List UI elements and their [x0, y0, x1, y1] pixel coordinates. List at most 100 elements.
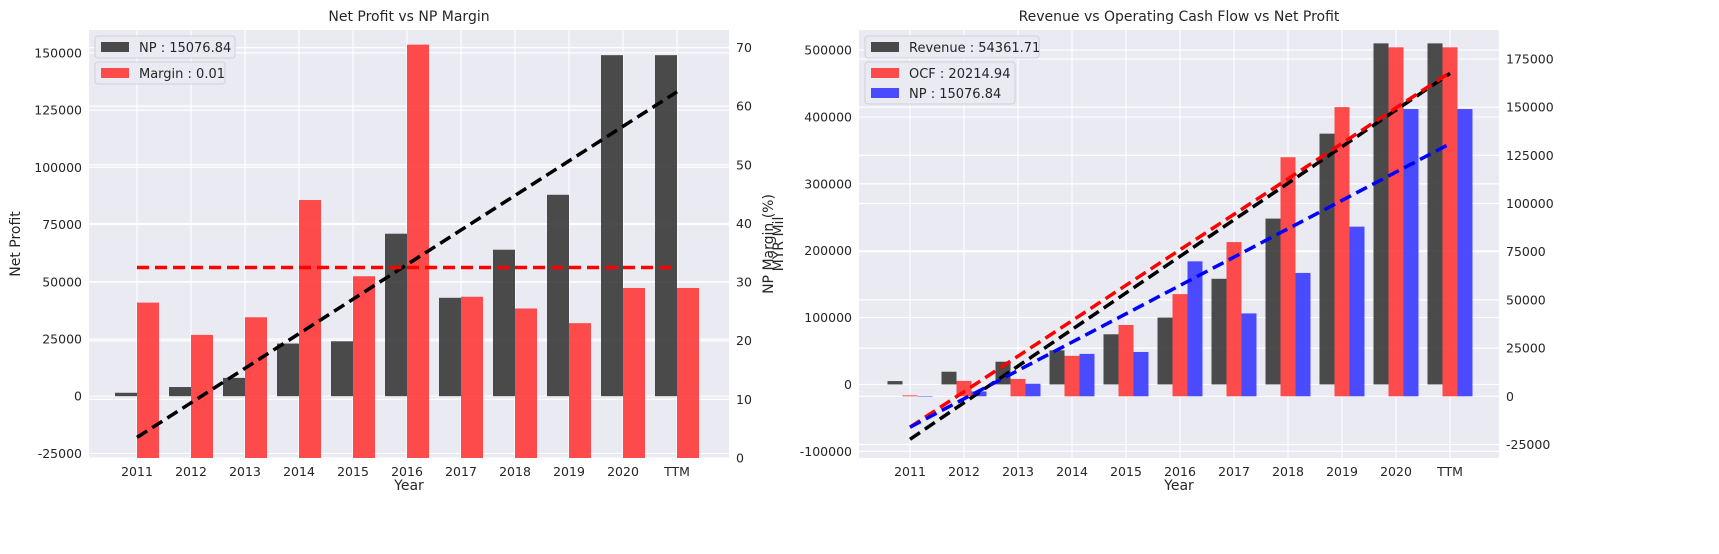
x-tick-label: 2018	[499, 464, 531, 479]
bar-margin-2019	[569, 323, 591, 458]
x-tick-label: 2019	[553, 464, 585, 479]
bar-np-2020	[601, 55, 623, 397]
bar-np-2012	[169, 387, 191, 397]
bar-revenue-2019	[1319, 133, 1335, 385]
legend-swatch	[871, 68, 899, 78]
x-tick-label: TTM	[663, 464, 690, 479]
y-axis-label-right-left-chart: NP Margin (%)	[761, 194, 777, 294]
trendline-2	[909, 142, 1451, 429]
y-right-tick-label: 70	[736, 40, 752, 55]
bar-np-2013	[223, 377, 245, 397]
legend-swatch	[101, 68, 129, 78]
bar-margin-2013	[245, 317, 267, 458]
x-tick-label: 2013	[1002, 464, 1034, 479]
y-tick-label: 100000	[804, 310, 852, 325]
y-right-tick-label: 50000	[1506, 292, 1546, 307]
x-tick-label: 2015	[337, 464, 369, 479]
y-tick-label: 200000	[804, 243, 852, 258]
bar-np-2019	[547, 194, 569, 397]
bar-ocf-2015	[1118, 324, 1134, 397]
bar-margin-ttm	[677, 287, 699, 458]
bar-ocf-2019	[1334, 107, 1350, 397]
y-tick-label: 150000	[34, 45, 82, 60]
x-tick-label: 2014	[1056, 464, 1088, 479]
y-tick-label: -25000	[38, 446, 82, 461]
x-tick-label: 2020	[1380, 464, 1412, 479]
y-right-tick-label: 60	[736, 99, 752, 114]
bar-margin-2020	[623, 287, 645, 458]
legend-label: OCF : 20214.94	[909, 67, 1010, 82]
y-tick-label: 125000	[34, 103, 82, 118]
legend-label: NP : 15076.84	[909, 87, 1001, 102]
x-tick-label: 2015	[1110, 464, 1142, 479]
bar-ocf-2011	[902, 395, 918, 397]
y-right-tick-label: 0	[736, 451, 744, 466]
y-tick-label: 50000	[42, 274, 82, 289]
x-tick-label: 2016	[391, 464, 423, 479]
bar-margin-2011	[137, 302, 159, 458]
bar-np-2016	[1187, 261, 1203, 397]
y-right-tick-label: 175000	[1506, 51, 1554, 66]
chart-left: -25000 0 25000 50000 75000 100000 125000 150000…	[8, 9, 787, 494]
bar-np-2015	[331, 341, 353, 397]
bar-ocf-2017	[1226, 242, 1242, 397]
y-right-tick-label: 75000	[1506, 244, 1546, 259]
bar-ocf-2020	[1388, 47, 1404, 397]
x-tick-label: 2012	[175, 464, 207, 479]
legend-label: Margin : 0.01	[139, 67, 225, 82]
y-right-tick-label: 150000	[1506, 100, 1554, 115]
x-tick-label: 2017	[1218, 464, 1250, 479]
bar-ocf-2014	[1064, 355, 1080, 397]
bar-np-2017	[439, 297, 461, 397]
bar-np-2019	[1349, 226, 1365, 397]
y-axis-label-left: Net Profit	[8, 211, 24, 277]
y-tick-label: 400000	[804, 109, 852, 124]
bar-np-2014	[277, 343, 299, 397]
y-tick-label: 0	[74, 389, 82, 404]
x-tick-label: 2018	[1272, 464, 1304, 479]
bar-np-2018	[493, 249, 515, 397]
bar-np-2017	[1241, 313, 1257, 397]
y-axis-label-right-overlap: MYR Mil	[771, 217, 787, 272]
bar-np-2011	[917, 396, 933, 397]
legend-swatch	[871, 42, 899, 52]
bar-revenue-ttm	[1427, 43, 1443, 385]
x-tick-label: 2019	[1326, 464, 1358, 479]
bar-revenue-2016	[1157, 317, 1173, 385]
legend-label: Revenue : 54361.71	[909, 41, 1040, 56]
y-right-tick-label: 20	[736, 333, 752, 348]
legend-box	[864, 35, 1040, 59]
x-tick-label: 2013	[229, 464, 261, 479]
y-right-tick-label: 10	[736, 392, 752, 407]
bar-np-2016	[385, 233, 407, 397]
bar-ocf-ttm	[1442, 47, 1458, 397]
bar-margin-2018	[515, 308, 537, 458]
y-tick-label: 0	[844, 377, 852, 392]
legend-box	[94, 61, 226, 85]
bar-revenue-2011	[887, 381, 903, 385]
chart-title-left: Net Profit vs NP Margin	[328, 9, 489, 25]
legend-box	[94, 35, 236, 59]
y-right-tick-label: -25000	[1506, 437, 1550, 452]
bar-np-2018	[1295, 272, 1311, 397]
bar-margin-2015	[353, 276, 375, 458]
bar-margin-2014	[299, 200, 321, 458]
bar-ocf-2016	[1172, 294, 1188, 397]
legend-label: NP : 15076.84	[139, 41, 231, 56]
legend-swatch	[871, 88, 899, 98]
chart-title-right: Revenue vs Operating Cash Flow vs Net Pr…	[1019, 9, 1340, 25]
bar-ocf-2018	[1280, 157, 1296, 397]
y-right-tick-label: 40	[736, 216, 752, 231]
x-tick-label: 2017	[445, 464, 477, 479]
trendline-0	[909, 72, 1451, 441]
x-tick-label: 2020	[607, 464, 639, 479]
bar-margin-2017	[461, 296, 483, 458]
y-tick-label: 300000	[804, 176, 852, 191]
x-tick-label: 2014	[283, 464, 315, 479]
y-tick-label: 75000	[42, 217, 82, 232]
y-right-tick-label: 100000	[1506, 196, 1554, 211]
y-right-tick-label: 50	[736, 157, 752, 172]
y-tick-label: 500000	[804, 43, 852, 58]
